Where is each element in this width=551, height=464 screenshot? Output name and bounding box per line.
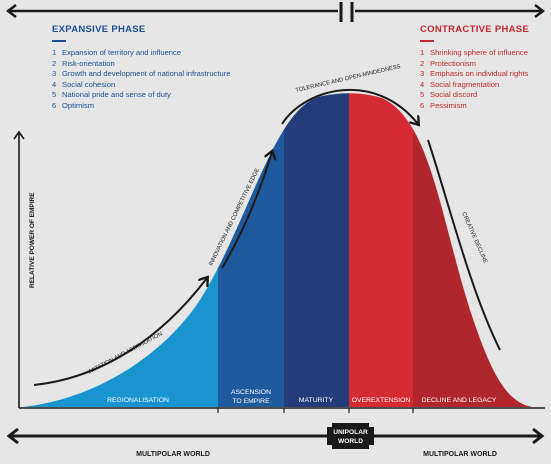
list-item: 2 Risk-orientation xyxy=(52,58,115,68)
unipolar-box xyxy=(332,423,369,449)
contractive-phase-rule xyxy=(420,40,434,42)
stage-label-decline: DECLINE AND LEGACY xyxy=(422,397,497,404)
stage-band-ascension xyxy=(218,93,284,407)
list-item: 5 Social discord xyxy=(420,90,478,100)
tolerance-arrow xyxy=(281,88,418,124)
unipolar-bracket-right xyxy=(369,427,374,445)
list-item: 1 Expansion of territory and influence xyxy=(52,48,182,57)
stage-labels: REGIONALISATION ASCENSION TO EMPIRE MATU… xyxy=(107,389,497,405)
axes xyxy=(13,130,545,413)
list-item: 4 Social fragmentation xyxy=(420,79,500,89)
list-item: 6 Pessimism xyxy=(420,100,467,110)
top-timeline xyxy=(5,2,546,22)
stage-label-maturity: MATURITY xyxy=(299,397,334,404)
unipolar-label-1: UNIPOLAR xyxy=(333,429,368,436)
imitation-arrow xyxy=(33,278,207,386)
multipolar-right-label: MULTIPOLAR WORLD xyxy=(423,451,497,458)
expansive-phase-panel: EXPANSIVE PHASE 1 Expansion of territory … xyxy=(52,24,230,112)
stage-label-ascension: ASCENSION xyxy=(231,389,271,396)
stage-band-maturity xyxy=(284,93,349,407)
stage-band-regionalisation xyxy=(22,93,218,407)
list-item: 2 Protectionism xyxy=(420,58,477,68)
expansive-phase-title: EXPANSIVE PHASE xyxy=(52,24,146,35)
expansive-phase-rule xyxy=(52,40,66,42)
stage-label-regionalisation: REGIONALISATION xyxy=(107,397,169,404)
list-item: 4 Social cohesion xyxy=(52,79,116,89)
contractive-phase-list: 1 Shrinking sphere of influence 2 Protecti… xyxy=(420,48,529,112)
bottom-left-arrowhead xyxy=(6,427,19,445)
stage-label-overextension: OVEREXTENSION xyxy=(352,397,411,404)
list-item: 3 Growth and development of national infr… xyxy=(52,69,231,79)
list-item: 3 Emphasis on individual rights xyxy=(420,69,529,79)
y-axis-arrowhead xyxy=(13,130,25,140)
list-item: 6 Optimism xyxy=(52,100,95,110)
stage-label-ascension-2: TO EMPIRE xyxy=(232,398,270,405)
contractive-phase-panel: CONTRACTIVE PHASE 1 Shrinking sphere of i… xyxy=(420,24,529,112)
y-axis-label: RELATIVE POWER OF EMPIRE xyxy=(29,192,36,288)
unipolar-label-2: WORLD xyxy=(338,438,363,445)
stage-band-overextension xyxy=(349,93,413,407)
multipolar-left-label: MULTIPOLAR WORLD xyxy=(136,451,210,458)
creative-arrow xyxy=(427,139,501,351)
bottom-right-arrowhead xyxy=(532,427,545,445)
unipolar-bracket-left xyxy=(327,427,332,445)
innovation-arrow xyxy=(221,152,272,269)
top-left-arrowhead xyxy=(5,4,17,18)
contractive-phase-title: CONTRACTIVE PHASE xyxy=(420,24,530,35)
curve-arrows xyxy=(33,88,501,386)
list-item: 1 Shrinking sphere of influence xyxy=(420,48,528,57)
bottom-bar: UNIPOLAR WORLD MULTIPOLAR WORLD MULTIPOL… xyxy=(6,423,545,458)
top-right-arrowhead xyxy=(534,4,546,18)
list-item: 5 National pride and sense of duty xyxy=(52,90,171,100)
